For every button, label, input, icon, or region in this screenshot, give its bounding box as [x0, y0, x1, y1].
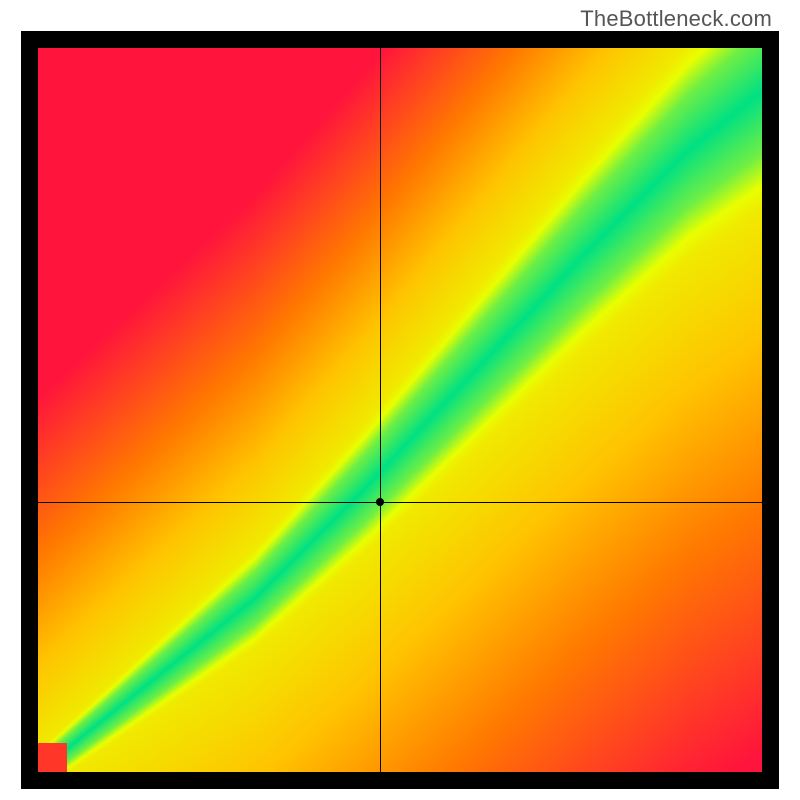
- chart-frame: [21, 31, 779, 789]
- crosshair-vertical: [380, 48, 381, 772]
- heatmap-canvas: [38, 48, 762, 772]
- watermark-text: TheBottleneck.com: [580, 6, 772, 32]
- plot-area: [38, 48, 762, 772]
- marker-dot: [376, 498, 384, 506]
- crosshair-horizontal: [38, 502, 762, 503]
